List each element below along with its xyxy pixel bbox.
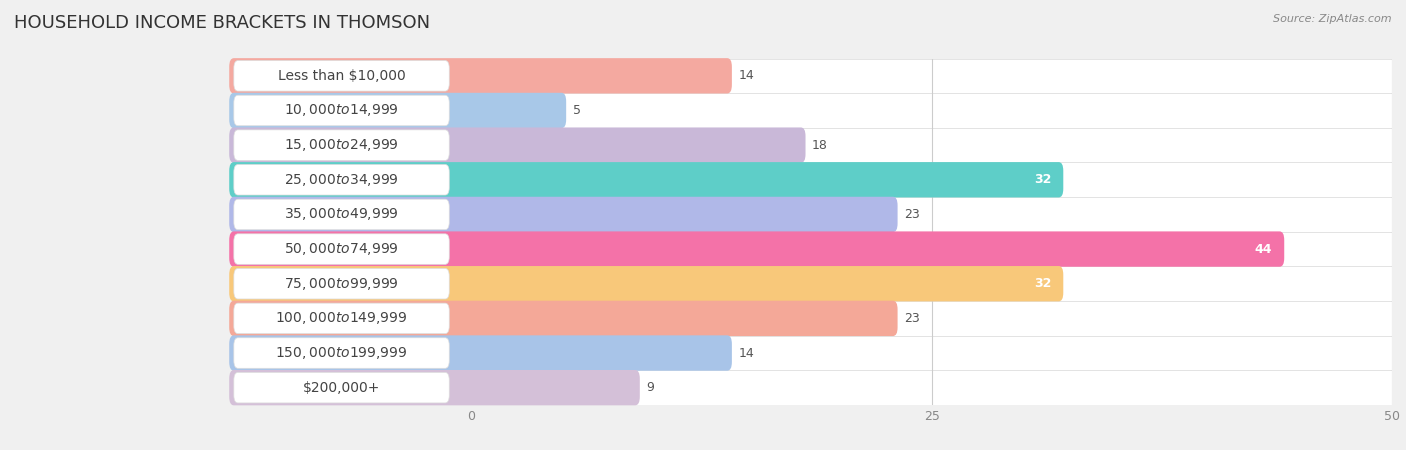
- FancyBboxPatch shape: [232, 93, 1392, 128]
- FancyBboxPatch shape: [229, 370, 640, 405]
- FancyBboxPatch shape: [233, 165, 450, 195]
- FancyBboxPatch shape: [233, 199, 450, 230]
- FancyBboxPatch shape: [233, 269, 450, 299]
- FancyBboxPatch shape: [232, 197, 1392, 232]
- Text: 14: 14: [738, 69, 754, 82]
- Text: $10,000 to $14,999: $10,000 to $14,999: [284, 103, 399, 118]
- Text: 18: 18: [813, 139, 828, 152]
- Text: 9: 9: [647, 381, 654, 394]
- Text: 23: 23: [904, 208, 920, 221]
- FancyBboxPatch shape: [233, 130, 450, 160]
- Text: 23: 23: [904, 312, 920, 325]
- FancyBboxPatch shape: [232, 162, 1392, 197]
- Text: 32: 32: [1033, 173, 1052, 186]
- FancyBboxPatch shape: [232, 128, 1392, 162]
- FancyBboxPatch shape: [233, 303, 450, 333]
- Text: $15,000 to $24,999: $15,000 to $24,999: [284, 137, 399, 153]
- FancyBboxPatch shape: [232, 301, 1392, 336]
- Text: $100,000 to $149,999: $100,000 to $149,999: [276, 310, 408, 326]
- Text: HOUSEHOLD INCOME BRACKETS IN THOMSON: HOUSEHOLD INCOME BRACKETS IN THOMSON: [14, 14, 430, 32]
- FancyBboxPatch shape: [229, 231, 1284, 267]
- Text: $75,000 to $99,999: $75,000 to $99,999: [284, 276, 399, 292]
- FancyBboxPatch shape: [233, 373, 450, 403]
- Text: $200,000+: $200,000+: [302, 381, 380, 395]
- FancyBboxPatch shape: [229, 162, 1063, 198]
- Text: 44: 44: [1254, 243, 1272, 256]
- FancyBboxPatch shape: [233, 234, 450, 264]
- Text: $25,000 to $34,999: $25,000 to $34,999: [284, 172, 399, 188]
- FancyBboxPatch shape: [233, 61, 450, 91]
- FancyBboxPatch shape: [232, 370, 1392, 405]
- FancyBboxPatch shape: [232, 58, 1392, 93]
- FancyBboxPatch shape: [229, 197, 897, 232]
- Text: 5: 5: [572, 104, 581, 117]
- Text: $150,000 to $199,999: $150,000 to $199,999: [276, 345, 408, 361]
- FancyBboxPatch shape: [232, 336, 1392, 370]
- FancyBboxPatch shape: [232, 266, 1392, 301]
- Text: $50,000 to $74,999: $50,000 to $74,999: [284, 241, 399, 257]
- FancyBboxPatch shape: [229, 58, 733, 94]
- Text: 32: 32: [1033, 277, 1052, 290]
- FancyBboxPatch shape: [229, 127, 806, 163]
- Text: Source: ZipAtlas.com: Source: ZipAtlas.com: [1274, 14, 1392, 23]
- Text: Less than $10,000: Less than $10,000: [277, 69, 405, 83]
- FancyBboxPatch shape: [233, 338, 450, 368]
- Text: 14: 14: [738, 346, 754, 360]
- FancyBboxPatch shape: [229, 335, 733, 371]
- FancyBboxPatch shape: [229, 266, 1063, 302]
- Text: $35,000 to $49,999: $35,000 to $49,999: [284, 207, 399, 222]
- FancyBboxPatch shape: [233, 95, 450, 126]
- FancyBboxPatch shape: [229, 301, 897, 336]
- FancyBboxPatch shape: [232, 232, 1392, 266]
- FancyBboxPatch shape: [229, 93, 567, 128]
